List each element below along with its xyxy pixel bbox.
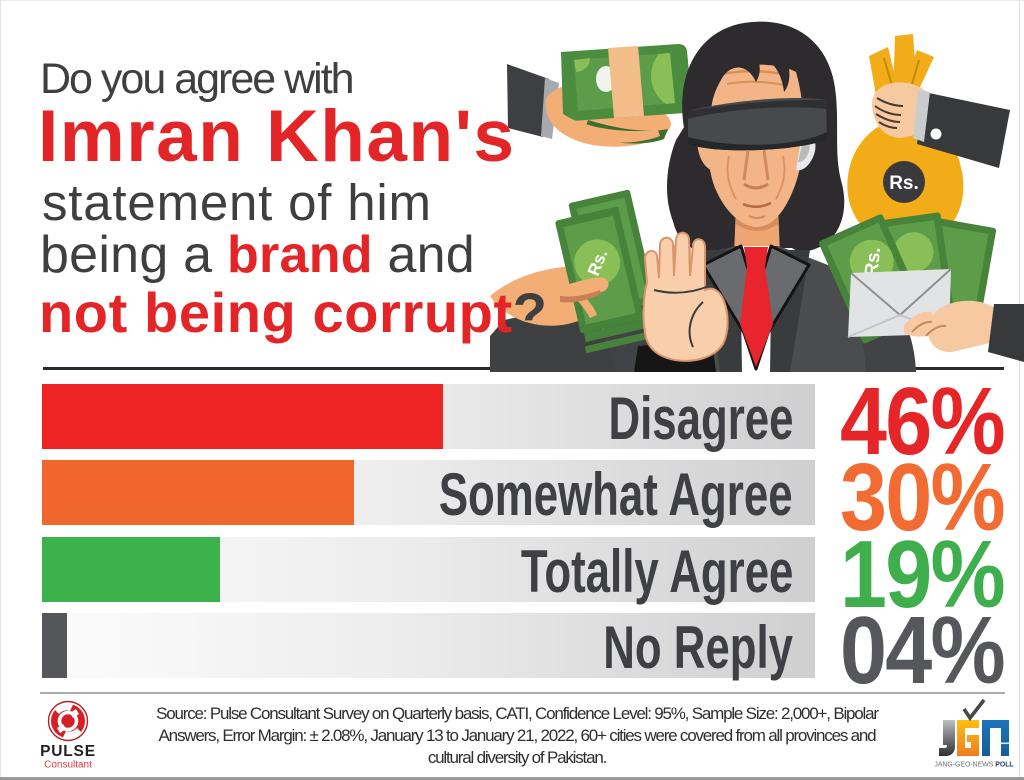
svg-text:Rs.: Rs. <box>861 246 885 278</box>
svg-text:Rs.: Rs. <box>889 173 919 194</box>
svg-text:PULSE: PULSE <box>40 743 96 760</box>
svg-text:JANG-GEO-NEWS POLL: JANG-GEO-NEWS POLL <box>934 762 1013 769</box>
svg-text:Consultant: Consultant <box>44 760 92 771</box>
